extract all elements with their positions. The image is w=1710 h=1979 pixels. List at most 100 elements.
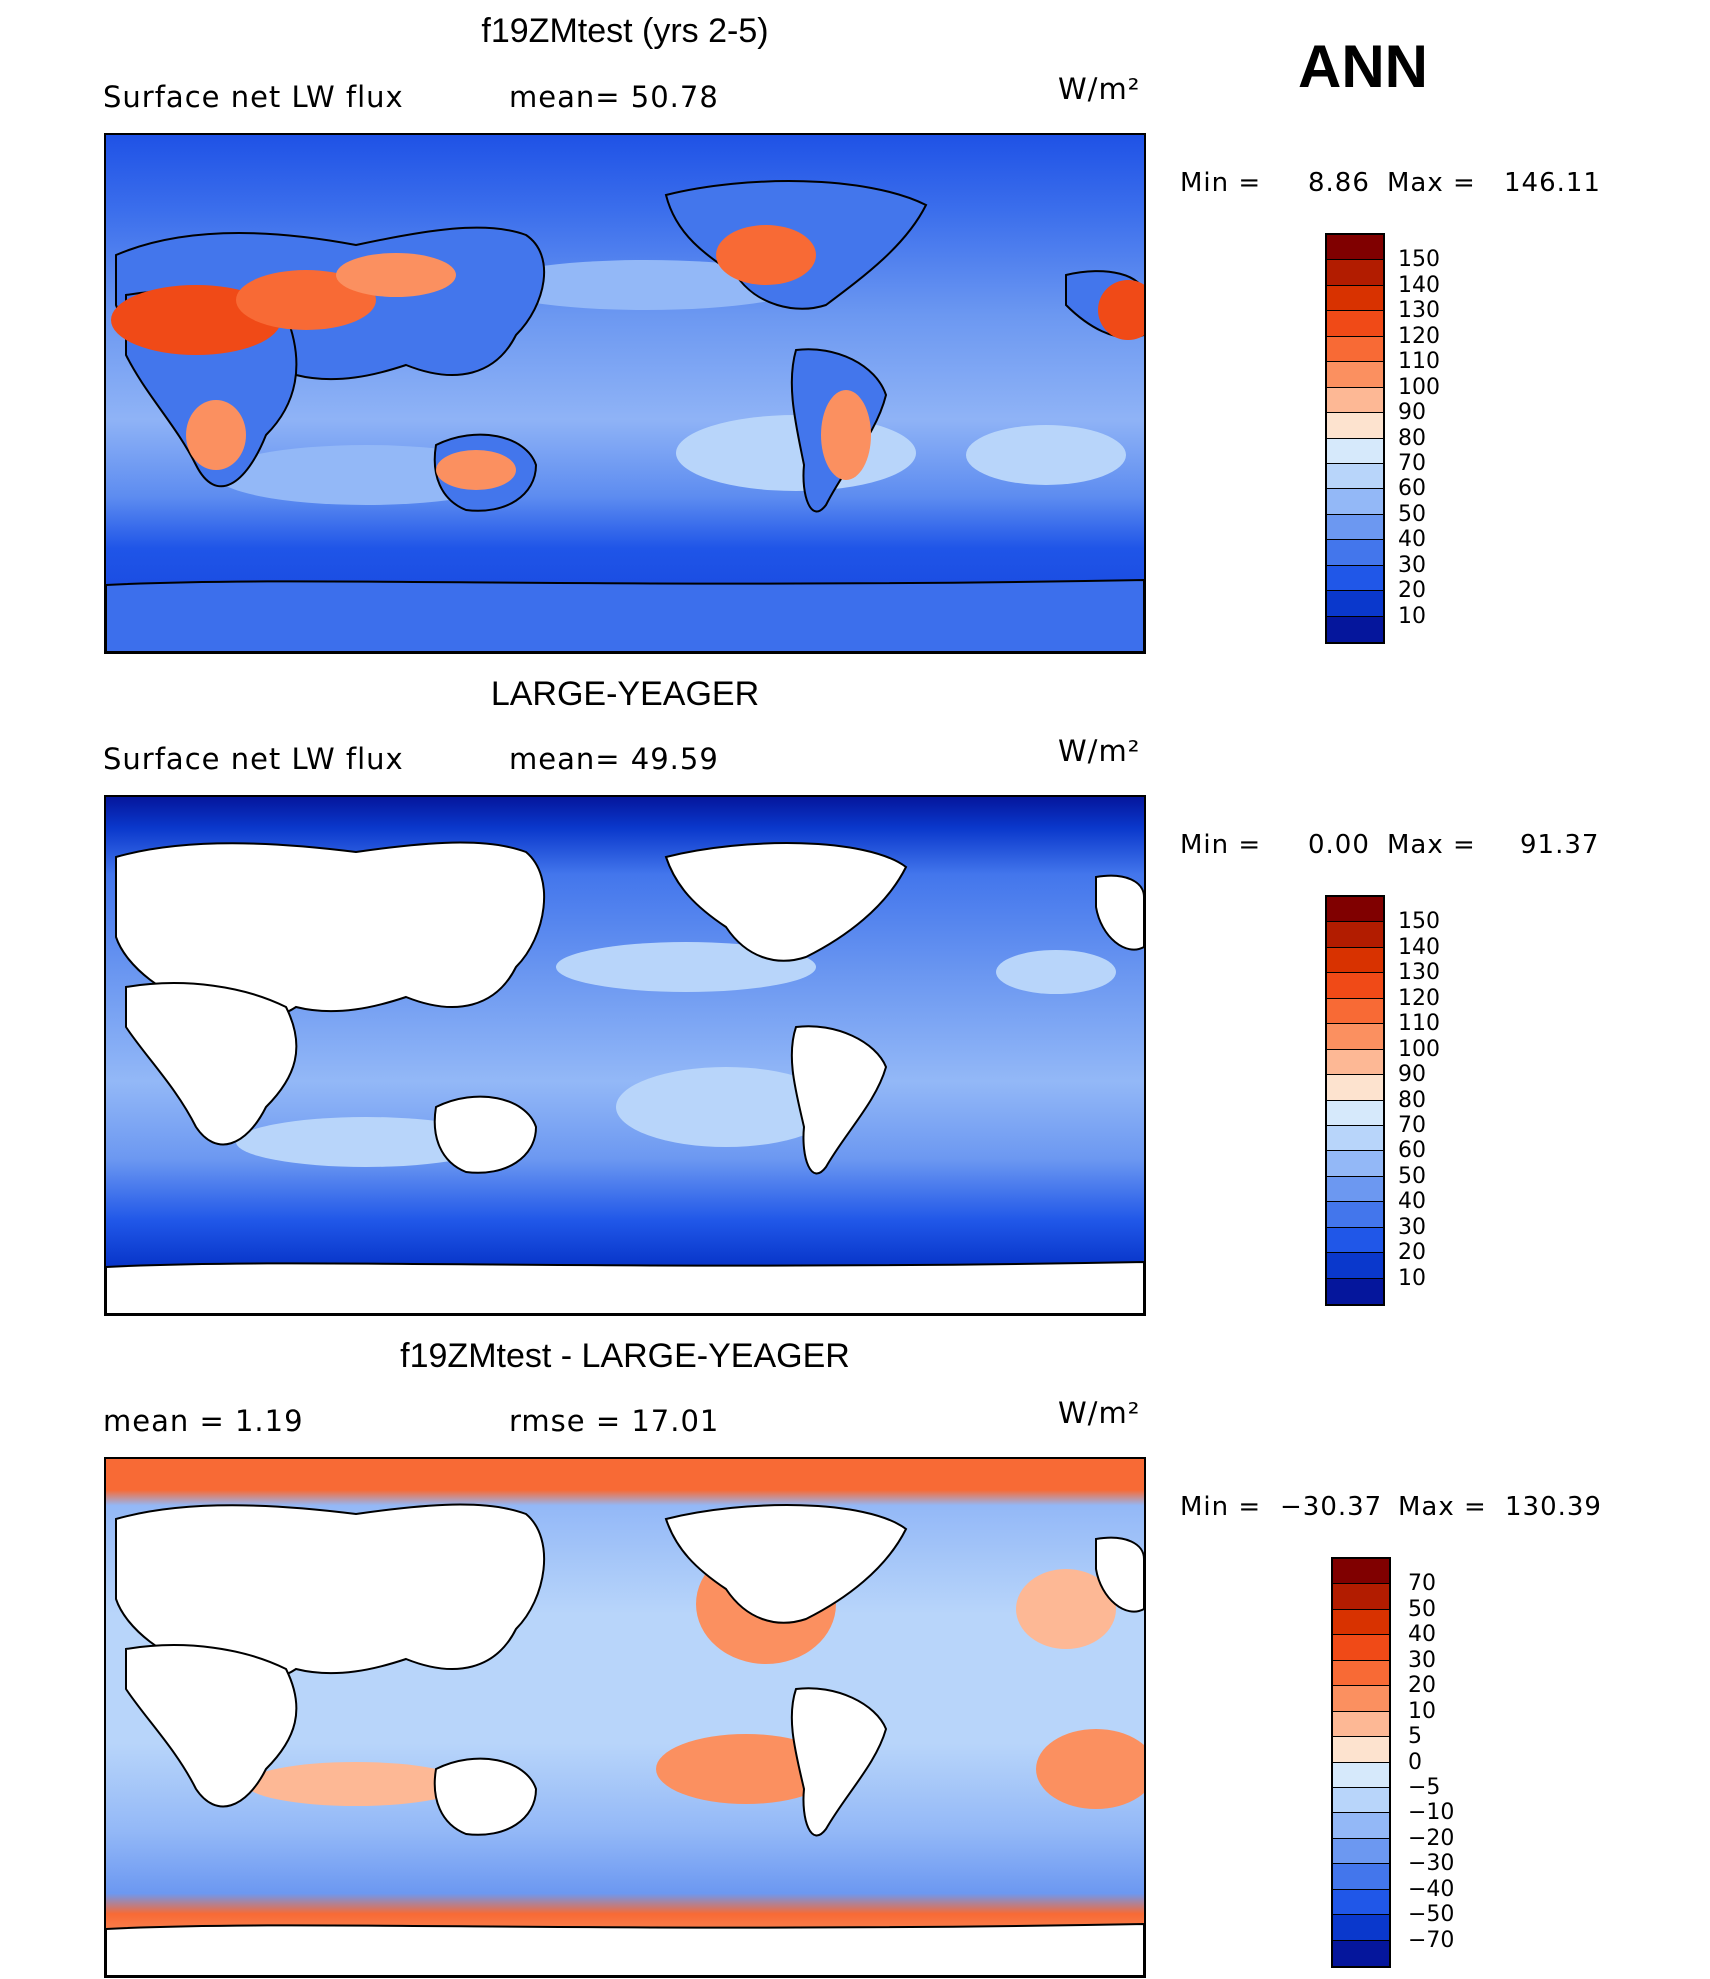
panel-3-max-value: 130.39 — [1505, 1492, 1602, 1522]
colorbar-swatch — [1327, 489, 1383, 515]
colorbar-swatch — [1333, 1559, 1389, 1585]
panel-1-max-label: Max = — [1387, 168, 1476, 198]
colorbar-tick-label: 120 — [1398, 985, 1440, 1011]
colorbar-swatch — [1327, 897, 1383, 923]
panel-3-min-label: Min = — [1180, 1492, 1262, 1522]
colorbar-swatch — [1333, 1609, 1389, 1636]
colorbar-swatch — [1333, 1889, 1389, 1916]
sw-usa-core — [716, 225, 816, 285]
colorbar-tick-label: 50 — [1398, 1163, 1426, 1189]
panel-2-min-label: Min = — [1180, 830, 1262, 860]
colorbar-swatch — [1327, 387, 1383, 414]
colorbar-tick-label: 5 — [1408, 1724, 1422, 1750]
colorbar-swatch — [1333, 1584, 1389, 1610]
colorbar-swatch — [1327, 463, 1383, 490]
season-label: ANN — [1298, 33, 1428, 100]
colorbar-tick-label: 70 — [1408, 1571, 1436, 1597]
colorbar-swatch — [1327, 260, 1383, 286]
colorbar-tick-label: 20 — [1408, 1673, 1436, 1699]
colorbar-swatch — [1333, 1737, 1389, 1763]
australia-mask — [433, 1757, 538, 1836]
colorbar-tick-label: 30 — [1398, 552, 1426, 578]
colorbar-swatch — [1327, 514, 1383, 541]
namibia-anomaly — [1036, 1729, 1144, 1809]
colorbar-swatch — [1327, 947, 1383, 974]
colorbar-tick-label: 130 — [1398, 960, 1440, 986]
colorbar-tick-label: 120 — [1398, 323, 1440, 349]
colorbar-tick-label: 60 — [1398, 1138, 1426, 1164]
colorbar-swatch — [1327, 591, 1383, 617]
colorbar-tick-label: 0 — [1408, 1749, 1422, 1775]
antarctica — [106, 578, 1144, 652]
kalahari-core — [186, 400, 246, 470]
colorbar-tick-label: 10 — [1398, 1265, 1426, 1291]
colorbar-tick-label: 50 — [1398, 501, 1426, 527]
colorbar-tick-label: 90 — [1398, 400, 1426, 426]
panel-1-field-label: Surface net LW flux — [103, 80, 404, 114]
panel-1-map — [104, 133, 1146, 654]
colorbar-swatch — [1327, 413, 1383, 439]
colorbar-tick-label: 10 — [1398, 603, 1426, 629]
colorbar-tick-label: −10 — [1408, 1800, 1455, 1826]
colorbar-tick-label: 50 — [1408, 1596, 1436, 1622]
antarctica-mask — [106, 1922, 1144, 1976]
colorbar-swatch — [1327, 540, 1383, 566]
colorbar-tick-label: 100 — [1398, 374, 1440, 400]
west-sahara-core — [1098, 280, 1144, 340]
colorbar-tick-label: 110 — [1398, 1011, 1440, 1037]
panel-3-title: f19ZMtest - LARGE-YEAGER — [400, 1337, 850, 1375]
panel-1-colorbar — [1325, 233, 1385, 644]
colorbar-swatch — [1333, 1940, 1389, 1966]
colorbar-swatch — [1333, 1838, 1389, 1865]
panel-3-mean-label: mean = 1.19 — [103, 1404, 304, 1438]
panel-1-max-value: 146.11 — [1504, 168, 1601, 198]
africa-mask — [125, 982, 298, 1146]
panel-3-max-label: Max = — [1398, 1492, 1487, 1522]
colorbar-tick-label: 30 — [1408, 1647, 1436, 1673]
colorbar-swatch — [1327, 973, 1383, 999]
atlantic-high — [966, 425, 1126, 485]
panel-1-title: f19ZMtest (yrs 2-5) — [481, 12, 769, 50]
panel-2-mean-label: mean= 49.59 — [509, 742, 719, 776]
colorbar-swatch — [1327, 362, 1383, 388]
panel-1-min-value: 8.86 — [1308, 168, 1370, 198]
colorbar-swatch — [1327, 998, 1383, 1025]
central-asia-core — [336, 253, 456, 297]
natl-high — [996, 950, 1116, 994]
colorbar-swatch — [1333, 1762, 1389, 1788]
europe-west-mask — [1095, 1536, 1144, 1613]
land-masks — [106, 841, 1144, 1314]
colorbar-tick-label: 140 — [1398, 272, 1440, 298]
panel-3-rmse-label: rmse = 17.01 — [509, 1404, 720, 1438]
colorbar-swatch — [1327, 1202, 1383, 1228]
colorbar-swatch — [1333, 1635, 1389, 1661]
colorbar-tick-label: 60 — [1398, 476, 1426, 502]
panel-1-units: W/m² — [1058, 72, 1141, 106]
panel-2-map-canvas — [106, 797, 1144, 1314]
colorbar-tick-label: 140 — [1398, 934, 1440, 960]
colorbar-tick-label: 20 — [1398, 578, 1426, 604]
indian-high — [236, 1117, 496, 1167]
colorbar-tick-label: 70 — [1398, 1112, 1426, 1138]
colorbar-swatch — [1327, 235, 1383, 261]
colorbar-swatch — [1327, 438, 1383, 464]
colorbar-swatch — [1327, 311, 1383, 337]
colorbar-tick-label: 100 — [1398, 1036, 1440, 1062]
arabia-core — [236, 270, 376, 330]
north-america-mask — [664, 1504, 908, 1624]
colorbar-tick-label: 130 — [1398, 298, 1440, 324]
colorbar-swatch — [1327, 1253, 1383, 1279]
colorbar-tick-label: 110 — [1398, 349, 1440, 375]
panel-1-mean-label: mean= 50.78 — [509, 80, 719, 114]
colorbar-tick-label: 150 — [1398, 247, 1440, 273]
panel-2-field-label: Surface net LW flux — [103, 742, 404, 776]
colorbar-tick-label: −70 — [1408, 1927, 1455, 1953]
colorbar-tick-label: 40 — [1408, 1622, 1436, 1648]
peru-anomaly — [656, 1734, 836, 1804]
colorbar-swatch — [1327, 1100, 1383, 1126]
colorbar-swatch — [1333, 1787, 1389, 1814]
panel-1-map-canvas — [106, 135, 1144, 652]
colorbar-tick-label: 30 — [1398, 1214, 1426, 1240]
south-america-mask — [790, 1687, 888, 1837]
panel-3-min-value: −30.37 — [1280, 1492, 1383, 1522]
